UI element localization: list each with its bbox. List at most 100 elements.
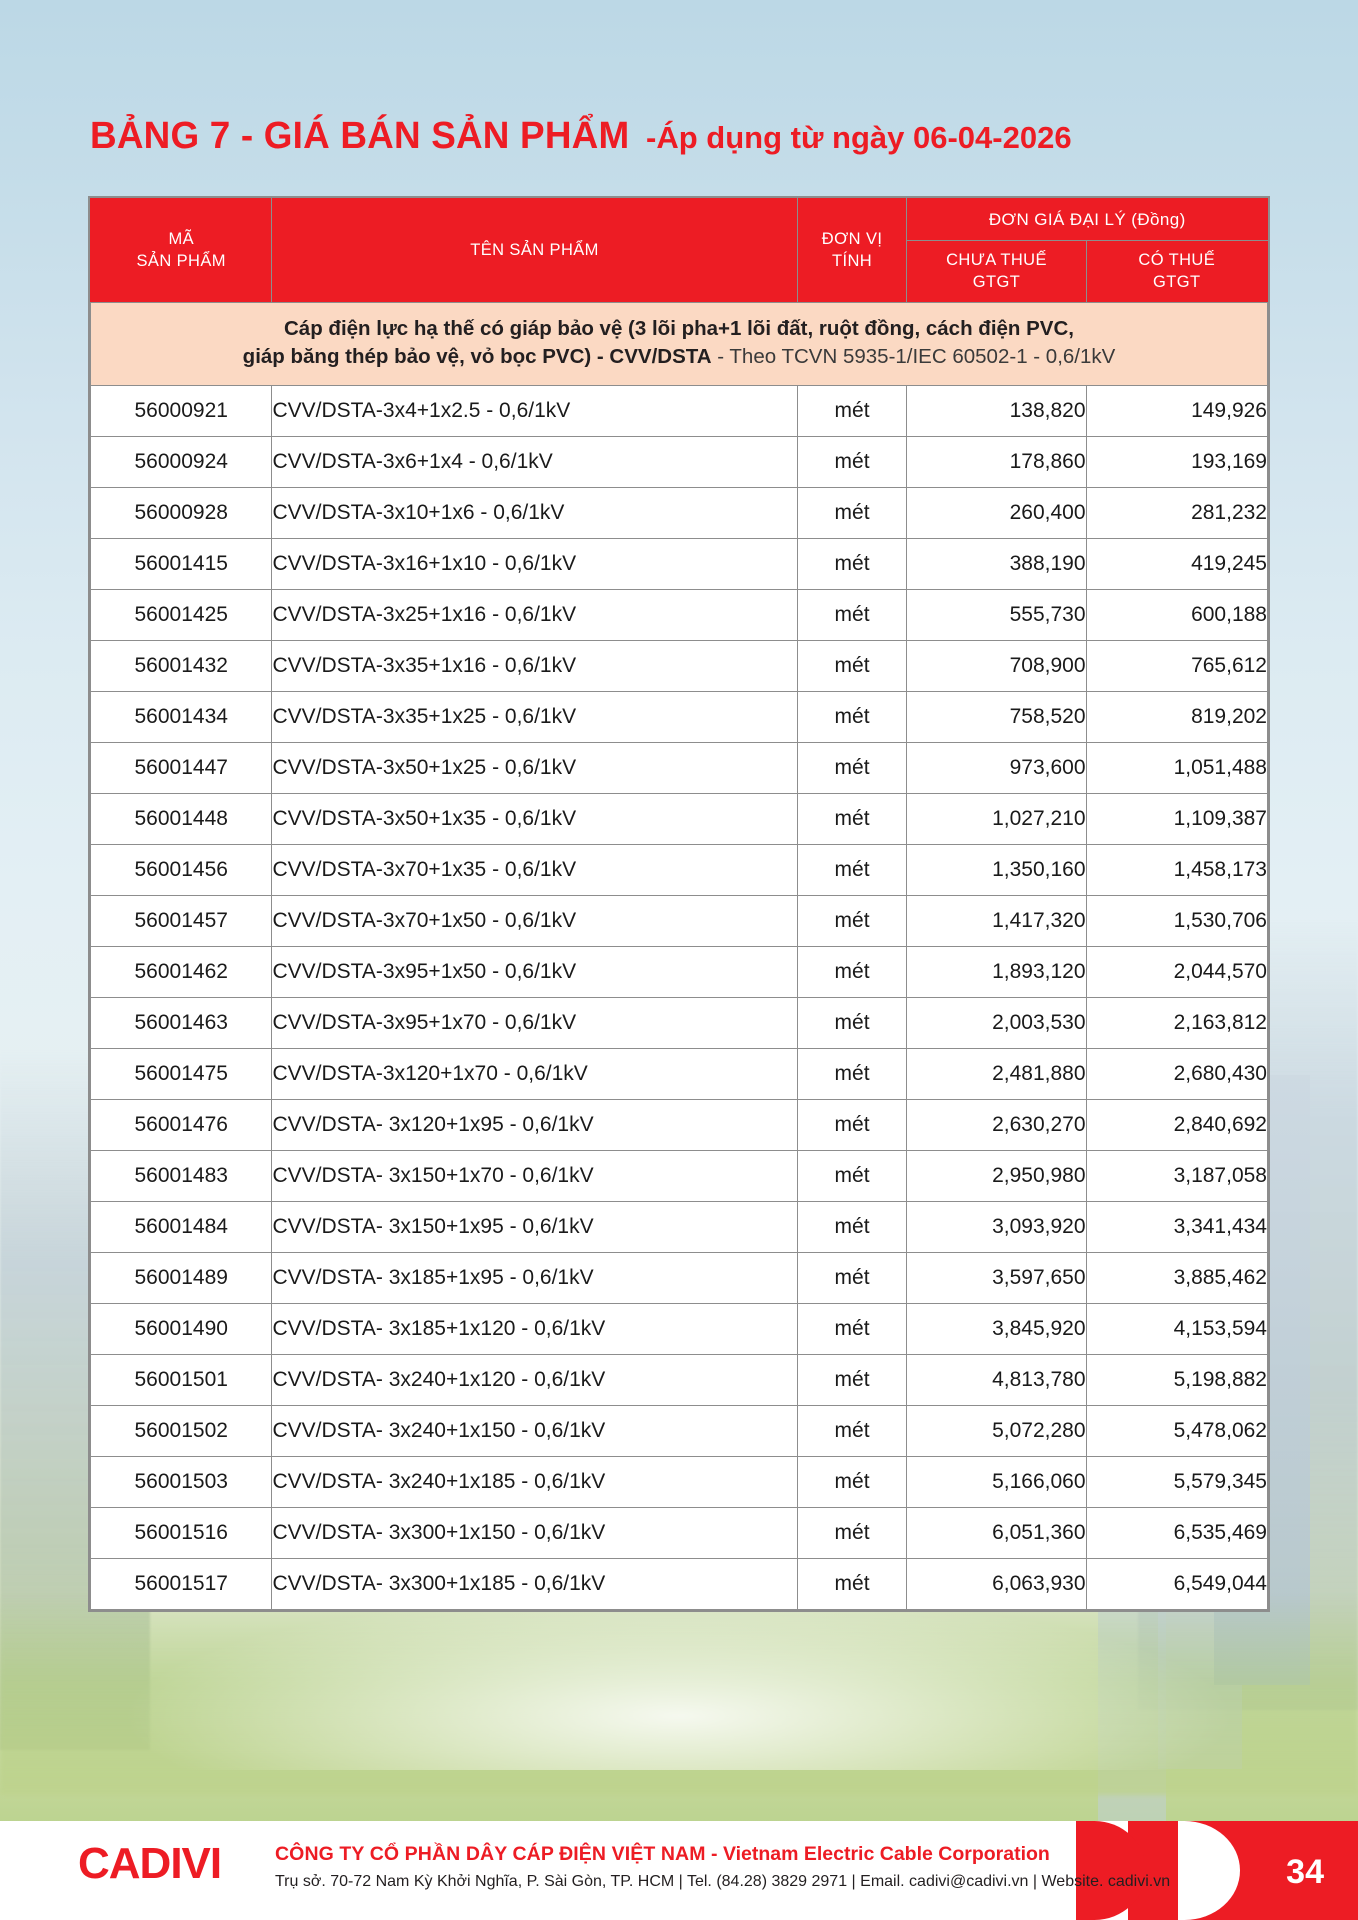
cell-unit: mét: [796, 384, 908, 437]
cell-price-net: 1,417,320: [906, 894, 1087, 947]
table-row: 56000928 CVV/DSTA-3x10+1x6 - 0,6/1kV mét 26…: [89, 486, 1269, 539]
table-row: 56001503 CVV/DSTA- 3x240+1x185 - 0,6/1kV m…: [89, 1455, 1269, 1508]
cell-price-gross: 4,153,594: [1085, 1302, 1269, 1355]
column-header-code-line1: MÃ: [168, 230, 194, 249]
cell-unit: mét: [796, 486, 908, 539]
footer-company-separator: -: [705, 1843, 723, 1865]
table-row: 56001447 CVV/DSTA-3x50+1x25 - 0,6/1kV mét 9…: [89, 741, 1269, 794]
cell-price-net: 555,730: [906, 588, 1087, 641]
cell-product-name: CVV/DSTA-3x35+1x25 - 0,6/1kV: [271, 690, 798, 743]
cell-price-gross: 2,044,570: [1085, 945, 1269, 998]
cell-unit: mét: [796, 1404, 908, 1457]
column-header-code: MÃ SẢN PHẨM: [89, 198, 273, 303]
table-row: 56001476 CVV/DSTA- 3x120+1x95 - 0,6/1kV mé…: [89, 1098, 1269, 1151]
page-title: BẢNG 7 - GIÁ BÁN SẢN PHẨM - Áp dụng từ n…: [90, 115, 1270, 158]
price-table-container: MÃ SẢN PHẨM TÊN SẢN PHẨM ĐƠN VỊ TÍNH ĐƠN…: [88, 196, 1270, 1612]
page-title-main: BẢNG 7 - GIÁ BÁN SẢN PHẨM: [90, 115, 630, 157]
cell-price-gross: 193,169: [1085, 435, 1269, 488]
footer-white-panel: [0, 1821, 1230, 1920]
cell-price-gross: 3,341,434: [1085, 1200, 1269, 1253]
cell-price-gross: 149,926: [1085, 384, 1269, 437]
column-header-unit: ĐƠN VỊ TÍNH: [796, 198, 908, 303]
cell-product-name: CVV/DSTA- 3x240+1x120 - 0,6/1kV: [271, 1353, 798, 1406]
cell-unit: mét: [796, 1200, 908, 1253]
table-row: 56001415 CVV/DSTA-3x16+1x10 - 0,6/1kV mét 3…: [89, 537, 1269, 590]
cell-product-code: 56001476: [89, 1098, 273, 1151]
cell-price-gross: 1,109,387: [1085, 792, 1269, 845]
cell-price-gross: 2,163,812: [1085, 996, 1269, 1049]
page-footer: CADIVI CÔNG TY CỔ PHẦN DÂY CÁP ĐIỆN VIỆT…: [0, 1795, 1358, 1920]
column-header-code-line2: SẢN PHẨM: [136, 251, 226, 270]
cell-product-code: 56001448: [89, 792, 273, 845]
cell-price-net: 2,481,880: [906, 1047, 1087, 1100]
cell-price-gross: 1,051,488: [1085, 741, 1269, 794]
cell-product-code: 56001463: [89, 996, 273, 1049]
cell-price-gross: 5,478,062: [1085, 1404, 1269, 1457]
cell-product-name: CVV/DSTA- 3x300+1x185 - 0,6/1kV: [271, 1557, 798, 1610]
cell-unit: mét: [796, 741, 908, 794]
cell-unit: mét: [796, 1047, 908, 1100]
footer-contact-line: Trụ sở. 70-72 Nam Kỳ Khởi Nghĩa, P. Sài …: [275, 1873, 1171, 1890]
cell-price-net: 5,166,060: [906, 1455, 1087, 1508]
cell-product-name: CVV/DSTA-3x70+1x35 - 0,6/1kV: [271, 843, 798, 896]
cell-price-gross: 281,232: [1085, 486, 1269, 539]
cell-price-net: 260,400: [906, 486, 1087, 539]
cell-unit: mét: [796, 945, 908, 998]
cell-price-net: 758,520: [906, 690, 1087, 743]
table-row: 56001516 CVV/DSTA- 3x300+1x150 - 0,6/1kV m…: [89, 1506, 1269, 1559]
cell-product-name: CVV/DSTA-3x50+1x25 - 0,6/1kV: [271, 741, 798, 794]
cell-price-net: 4,813,780: [906, 1353, 1087, 1406]
cell-product-code: 56001490: [89, 1302, 273, 1355]
table-row: 56001456 CVV/DSTA-3x70+1x35 - 0,6/1kV mét 1…: [89, 843, 1269, 896]
cell-product-code: 56001484: [89, 1200, 273, 1253]
column-header-unit-line2: TÍNH: [832, 251, 873, 270]
cell-product-code: 56001456: [89, 843, 273, 896]
category-title-cont: giáp băng thép bảo vệ, vỏ bọc PVC) - CVV…: [242, 344, 712, 368]
cadivi-logo: CADIVI: [78, 1839, 222, 1888]
table-row: 56001502 CVV/DSTA- 3x240+1x150 - 0,6/1kV m…: [89, 1404, 1269, 1457]
cell-product-name: CVV/DSTA-3x4+1x2.5 - 0,6/1kV: [271, 384, 798, 437]
table-row: 56001490 CVV/DSTA- 3x185+1x120 - 0,6/1kV m…: [89, 1302, 1269, 1355]
cell-product-code: 56001462: [89, 945, 273, 998]
cell-product-code: 56001517: [89, 1557, 273, 1610]
cell-price-net: 178,860: [906, 435, 1087, 488]
cell-product-code: 56001432: [89, 639, 273, 692]
table-row: 56001457 CVV/DSTA-3x70+1x50 - 0,6/1kV mét 1…: [89, 894, 1269, 947]
column-header-price-gross-line1: CÓ THUẾ: [1138, 251, 1216, 270]
cell-unit: mét: [796, 894, 908, 947]
cell-price-net: 5,072,280: [906, 1404, 1087, 1457]
cell-price-net: 2,003,530: [906, 996, 1087, 1049]
cell-product-name: CVV/DSTA- 3x185+1x120 - 0,6/1kV: [271, 1302, 798, 1355]
price-table-body: 56000921 CVV/DSTA-3x4+1x2.5 - 0,6/1kV mét 1…: [89, 384, 1269, 1610]
footer-company-en: Vietnam Electric Cable Corporation: [722, 1843, 1050, 1865]
cell-price-net: 1,027,210: [906, 792, 1087, 845]
category-title: Cáp điện lực hạ thế có giáp bảo vệ (3 lõ…: [284, 317, 1074, 340]
category-cell: Cáp điện lực hạ thế có giáp bảo vệ (3 lõ…: [90, 302, 1268, 386]
cell-product-code: 56001434: [89, 690, 273, 743]
table-row: 56001484 CVV/DSTA- 3x150+1x95 - 0,6/1kV mé…: [89, 1200, 1269, 1253]
table-row: 56001489 CVV/DSTA- 3x185+1x95 - 0,6/1kV mé…: [89, 1251, 1269, 1304]
cell-price-gross: 600,188: [1085, 588, 1269, 641]
cell-price-gross: 1,530,706: [1085, 894, 1269, 947]
cell-price-gross: 3,187,058: [1085, 1149, 1269, 1202]
column-header-price-net: CHƯA THUẾ GTGT: [906, 240, 1087, 303]
price-table-head: MÃ SẢN PHẨM TÊN SẢN PHẨM ĐƠN VỊ TÍNH ĐƠN…: [89, 198, 1269, 303]
cell-price-net: 1,893,120: [906, 945, 1087, 998]
cell-unit: mét: [796, 1506, 908, 1559]
cell-product-code: 56000921: [89, 384, 273, 437]
cell-unit: mét: [796, 639, 908, 692]
cell-product-name: CVV/DSTA-3x95+1x50 - 0,6/1kV: [271, 945, 798, 998]
table-row: 56000921 CVV/DSTA-3x4+1x2.5 - 0,6/1kV mét 1…: [89, 384, 1269, 437]
cell-price-net: 973,600: [906, 741, 1087, 794]
cell-price-gross: 2,840,692: [1085, 1098, 1269, 1151]
category-standard: - Theo TCVN 5935-1/IEC 60502-1 - 0,6/1kV: [711, 344, 1116, 368]
cell-product-name: CVV/DSTA- 3x240+1x150 - 0,6/1kV: [271, 1404, 798, 1457]
cell-price-net: 6,051,360: [906, 1506, 1087, 1559]
cell-unit: mét: [796, 1149, 908, 1202]
cell-product-code: 56001475: [89, 1047, 273, 1100]
table-row: 56001434 CVV/DSTA-3x35+1x25 - 0,6/1kV mét 7…: [89, 690, 1269, 743]
cell-unit: mét: [796, 792, 908, 845]
page-number: 34: [1286, 1853, 1324, 1891]
cell-product-code: 56001483: [89, 1149, 273, 1202]
cell-product-name: CVV/DSTA-3x70+1x50 - 0,6/1kV: [271, 894, 798, 947]
